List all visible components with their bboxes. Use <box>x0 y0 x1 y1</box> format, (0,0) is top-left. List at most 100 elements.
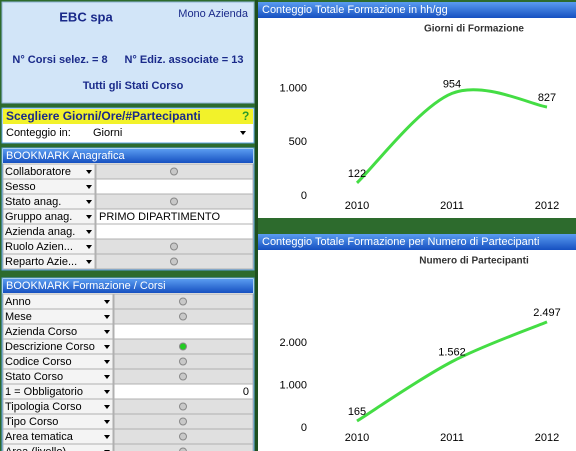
row-label[interactable]: Anno <box>5 296 31 308</box>
dropdown-arrow <box>86 215 92 219</box>
data-label: 165 <box>348 406 366 418</box>
row-label[interactable]: 1 = Obbligatorio <box>5 386 83 398</box>
data-label: 827 <box>538 92 556 104</box>
status-dot <box>179 432 187 441</box>
status-dot <box>179 402 187 411</box>
status-dot <box>170 167 178 176</box>
row-label-cell <box>2 443 114 451</box>
row-label[interactable]: Ruolo Azien... <box>5 241 73 253</box>
row-label[interactable]: Mese <box>5 311 32 323</box>
x-tick-label: 2010 <box>345 432 369 444</box>
dropdown-arrow <box>104 360 110 364</box>
dropdown-arrow <box>86 260 92 264</box>
status-dot <box>179 447 187 451</box>
row-label[interactable]: Stato anag. <box>5 196 61 208</box>
dropdown-arrow <box>104 300 110 304</box>
dropdown-arrow <box>104 420 110 424</box>
row-value: PRIMO DIPARTIMENTO <box>99 211 220 223</box>
line <box>355 88 548 184</box>
selector-title: Scegliere Giorni/Ore/#Partecipanti <box>6 109 201 123</box>
row-label[interactable]: Area tematica <box>5 431 74 443</box>
row-label[interactable]: Reparto Azie... <box>5 256 77 268</box>
dropdown-arrow <box>104 345 110 349</box>
chart-title: Numero di Partecipanti <box>419 256 529 267</box>
dropdown-arrow <box>86 170 92 174</box>
selector-label: Conteggio in: <box>6 127 71 139</box>
data-label: 954 <box>443 78 461 90</box>
status-dot <box>179 342 187 351</box>
x-tick-label: 2012 <box>535 432 559 444</box>
status: Tutti gli Stati Corso <box>83 80 184 92</box>
status-dot <box>179 417 187 426</box>
row-label[interactable]: Gruppo anag. <box>5 211 72 223</box>
info-box <box>1 1 255 104</box>
row-label[interactable]: Stato Corso <box>5 371 63 383</box>
status-dot <box>179 312 187 321</box>
y-tick-label: 1.000 <box>279 379 307 391</box>
row-label[interactable]: Tipologia Corso <box>5 401 82 413</box>
dropdown-arrow <box>104 315 110 319</box>
panel-header <box>258 234 576 250</box>
dropdown-arrow <box>104 405 110 409</box>
row-value-cell[interactable] <box>113 323 254 340</box>
company-name: EBC spa <box>59 9 113 24</box>
selector-header <box>3 109 253 124</box>
y-tick-label: 0 <box>301 422 307 434</box>
dropdown-arrow <box>86 200 92 204</box>
selector-value[interactable]: Giorni <box>93 127 122 139</box>
y-tick-label: 2.000 <box>279 337 307 349</box>
dropdown-arrow <box>86 185 92 189</box>
row-value-cell[interactable] <box>113 443 254 451</box>
row-label[interactable]: Azienda Corso <box>5 326 77 338</box>
status-dot <box>170 242 178 251</box>
data-label: 122 <box>348 168 366 180</box>
status-dot <box>179 357 187 366</box>
row-label[interactable]: Descrizione Corso <box>5 341 95 353</box>
dropdown-arrow <box>86 230 92 234</box>
chart-panel <box>258 2 576 218</box>
status-dot <box>170 197 178 206</box>
status-dot <box>179 297 187 306</box>
chart-title: Giorni di Formazione <box>424 24 524 35</box>
row-number: 0 <box>243 386 249 398</box>
x-tick-label: 2011 <box>440 432 464 444</box>
dropdown-arrow <box>104 390 110 394</box>
panel-title: Conteggio Totale Formazione per Numero d… <box>262 236 539 248</box>
row-label[interactable]: Codice Corso <box>5 356 72 368</box>
row-label[interactable]: Sesso <box>5 181 36 193</box>
status-dot <box>179 372 187 381</box>
dropdown-arrow <box>104 435 110 439</box>
bookmark-title: BOOKMARK Formazione / Corsi <box>6 280 166 292</box>
dropdown-arrow <box>104 375 110 379</box>
help[interactable]: ? <box>242 109 249 123</box>
row-label-cell <box>2 253 96 270</box>
courses-count: N° Corsi selez. = 8 <box>12 54 107 66</box>
dropdown-arrow <box>104 330 110 334</box>
dropdown-arrow <box>86 245 92 249</box>
y-tick-label: 1.000 <box>279 82 307 94</box>
bookmark-title: BOOKMARK Anagrafica <box>6 150 125 162</box>
row-value-cell[interactable] <box>95 223 254 240</box>
row-value-cell[interactable] <box>113 383 254 400</box>
y-tick-label: 0 <box>301 190 307 202</box>
data-label: 1.562 <box>438 347 466 359</box>
row-value-cell[interactable] <box>95 178 254 195</box>
panel-title: Conteggio Totale Formazione in hh/gg <box>262 4 448 16</box>
x-tick-label: 2011 <box>440 200 464 212</box>
bookmark-header <box>3 279 253 293</box>
line <box>356 320 548 423</box>
row-label[interactable]: Area (livello) <box>5 446 66 451</box>
x-tick-label: 2010 <box>345 200 369 212</box>
row-label[interactable]: Collaboratore <box>5 166 71 178</box>
editions-count: N° Ediz. associate = 13 <box>124 54 243 66</box>
x-tick-label: 2012 <box>535 200 559 212</box>
row-label[interactable]: Tipo Corso <box>5 416 58 428</box>
selector-dropdown[interactable] <box>88 126 252 141</box>
splitter <box>255 0 258 451</box>
y-tick-label: 500 <box>289 136 307 148</box>
bookmark-header <box>3 149 253 163</box>
row-label[interactable]: Azienda anag. <box>5 226 75 238</box>
panel-header <box>258 2 576 18</box>
data-label: 2.497 <box>533 307 561 319</box>
